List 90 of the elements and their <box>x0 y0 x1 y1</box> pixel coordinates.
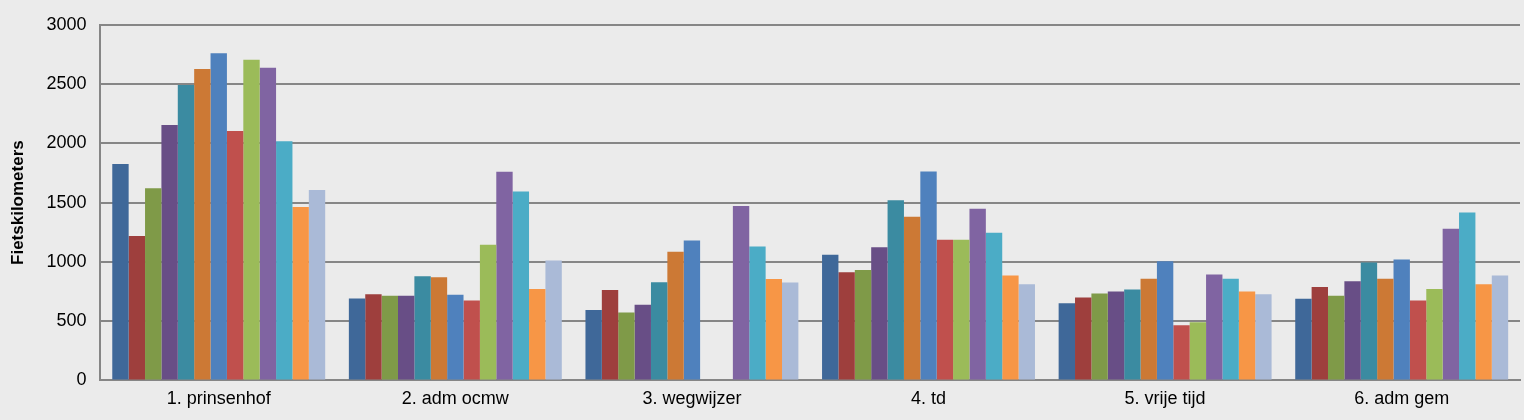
bar <box>1091 293 1108 380</box>
bar <box>650 282 668 380</box>
bar <box>618 312 635 380</box>
x-tick-label: 2. adm ocmw <box>401 388 510 409</box>
bar <box>1189 322 1207 380</box>
bar <box>1107 291 1125 380</box>
bar <box>1295 298 1312 380</box>
bar <box>1124 289 1141 380</box>
bar <box>1442 228 1460 380</box>
y-tick-label: 1000 <box>46 250 87 271</box>
bar <box>479 244 497 380</box>
bar <box>1328 295 1345 380</box>
bar <box>348 298 366 380</box>
x-tick-label: 3. wegwijzer <box>642 388 742 409</box>
y-tick-label: 1500 <box>46 191 87 212</box>
bar <box>822 254 839 380</box>
x-tick-label: 4. td <box>911 388 947 409</box>
bar <box>210 53 227 380</box>
bar <box>765 278 783 380</box>
bar <box>1491 275 1509 380</box>
bar <box>398 295 415 380</box>
bar <box>1140 278 1157 380</box>
bar <box>667 251 684 380</box>
y-axis-title: Fietskilometers <box>7 140 27 265</box>
y-tick-label: 2000 <box>46 132 87 153</box>
bar <box>226 130 244 380</box>
bar <box>1018 284 1035 380</box>
bar <box>683 240 701 380</box>
bar <box>871 247 888 380</box>
bar <box>1156 261 1174 380</box>
bar <box>512 191 530 380</box>
bar <box>1238 291 1256 380</box>
bar <box>920 171 937 380</box>
bar <box>936 239 954 380</box>
bar <box>953 239 970 380</box>
bar <box>259 67 277 380</box>
bar <box>634 304 651 380</box>
bar <box>177 85 195 380</box>
bar <box>243 59 260 380</box>
bar <box>545 260 562 380</box>
bar <box>145 188 162 380</box>
y-tick-label: 3000 <box>46 13 87 34</box>
bar <box>1426 289 1443 380</box>
bar <box>887 200 904 380</box>
bar <box>463 300 480 380</box>
bar <box>1173 325 1190 380</box>
bar <box>381 295 398 380</box>
bar <box>985 232 1003 380</box>
bar <box>194 69 211 380</box>
bar <box>1222 278 1239 380</box>
bar <box>529 289 546 380</box>
bar <box>903 216 921 380</box>
bar <box>1206 274 1223 380</box>
bar <box>414 276 431 380</box>
bar <box>292 206 309 380</box>
bar <box>1409 300 1427 380</box>
bar <box>1393 259 1410 380</box>
x-tick-label: 5. vrije tijd <box>1124 388 1206 409</box>
x-tick-label: 6. adm gem <box>1354 388 1450 409</box>
bar <box>782 282 799 380</box>
y-tick-label: 0 <box>76 369 87 390</box>
bar <box>1377 278 1394 380</box>
bar <box>1075 297 1092 380</box>
bar <box>161 124 178 380</box>
bar <box>496 171 513 380</box>
bar <box>732 205 750 380</box>
bar <box>1255 294 1272 380</box>
bar <box>1459 212 1476 380</box>
bar <box>854 269 872 380</box>
bar <box>585 310 602 380</box>
bar <box>601 289 619 380</box>
bar <box>1360 262 1378 380</box>
bar <box>1002 275 1019 380</box>
bar <box>838 272 855 380</box>
bar <box>112 164 129 380</box>
bar <box>749 246 766 380</box>
bar <box>308 189 326 380</box>
bar <box>430 277 448 380</box>
bar <box>1058 303 1076 380</box>
bar <box>969 208 986 380</box>
y-tick-label: 500 <box>56 310 87 331</box>
bar <box>276 141 293 380</box>
bar <box>128 236 146 380</box>
bar <box>1475 284 1492 380</box>
bar <box>1344 281 1361 380</box>
bar <box>365 294 382 380</box>
y-tick-label: 2500 <box>46 73 87 94</box>
bar <box>1311 286 1328 380</box>
bar <box>447 294 464 380</box>
x-tick-label: 1. prinsenhof <box>166 388 272 409</box>
